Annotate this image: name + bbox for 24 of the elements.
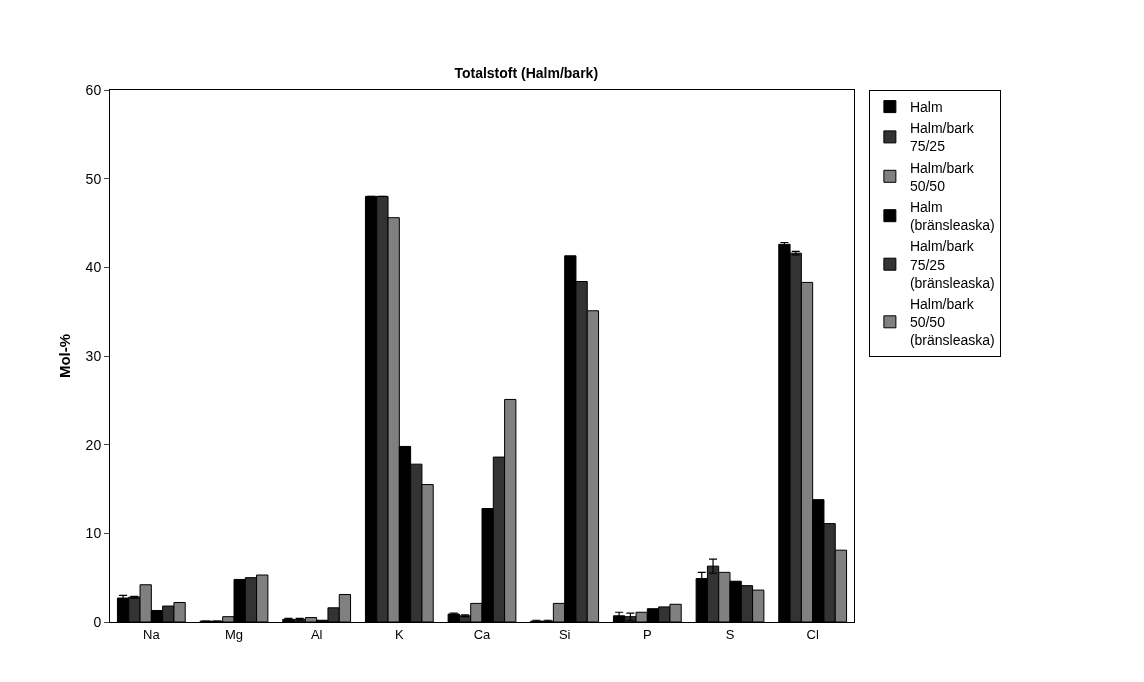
x-tick-label: Ca bbox=[473, 626, 492, 642]
x-tick-label: S bbox=[725, 626, 735, 642]
y-tick-label: 0 bbox=[93, 613, 102, 630]
x-tick-label: Al bbox=[310, 626, 323, 642]
x-tick-label: K bbox=[394, 626, 404, 642]
y-tick-label: 50 bbox=[85, 170, 102, 187]
y-tick-label: 20 bbox=[85, 436, 102, 453]
y-axis-title: Mol-% bbox=[56, 333, 73, 379]
x-tick-label: Na bbox=[143, 626, 161, 642]
legend-label: Halm/bark 75/25 bbox=[909, 120, 975, 155]
legend-label: Halm/bark 50/50 bbox=[909, 159, 975, 194]
x-tick-label: Cl bbox=[806, 626, 819, 642]
legend-label: Halm bbox=[909, 99, 943, 116]
x-tick-label: P bbox=[642, 626, 652, 642]
legend-label: Halm (bränsleaska) bbox=[909, 199, 995, 234]
y-tick-label: 30 bbox=[85, 347, 102, 364]
legend-label: Halm/bark 50/50 (bränsleaska) bbox=[909, 296, 995, 349]
x-tick-label: Mg bbox=[224, 626, 244, 642]
y-tick-label: 40 bbox=[85, 259, 102, 276]
x-tick-label: Si bbox=[558, 626, 571, 642]
chart-title: Totalstoft (Halm/bark) bbox=[454, 65, 599, 81]
y-tick-label: 60 bbox=[85, 81, 102, 98]
legend-label: Halm/bark 75/25 (bränsleaska) bbox=[909, 238, 995, 291]
y-tick-label: 10 bbox=[85, 525, 102, 542]
